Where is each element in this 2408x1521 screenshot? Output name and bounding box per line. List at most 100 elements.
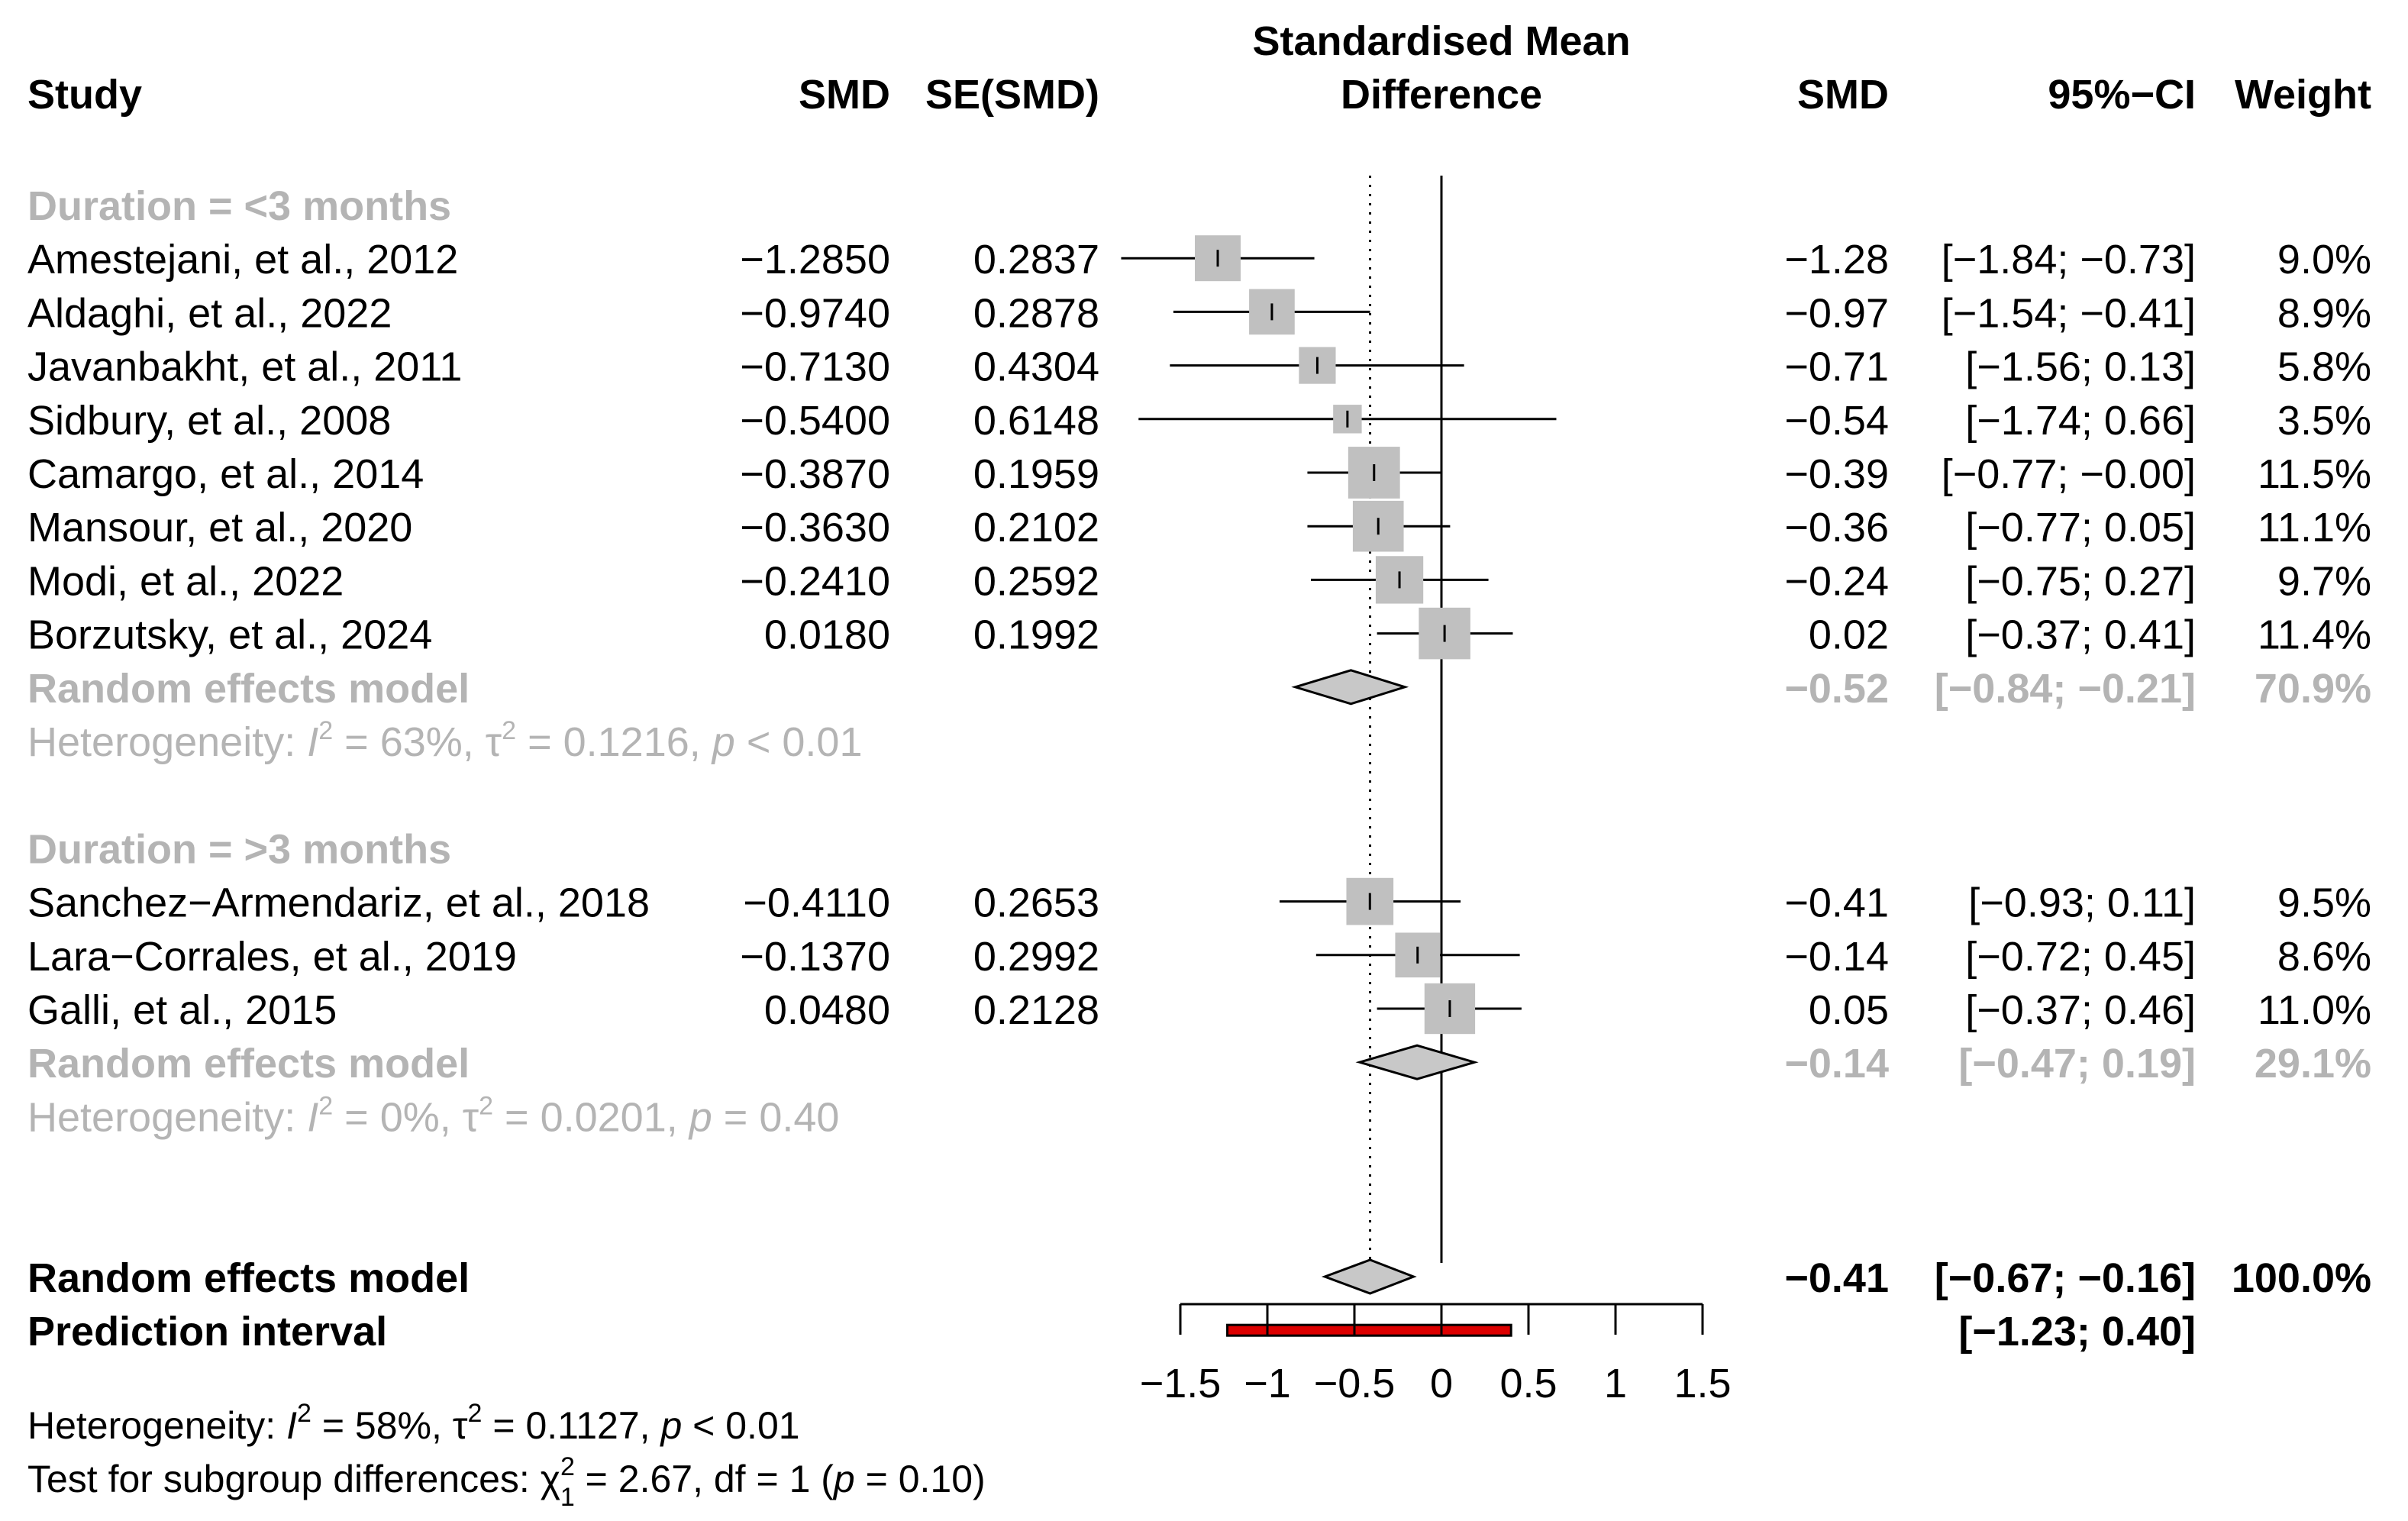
study-smd-right: −0.24: [1784, 558, 1889, 604]
table-rows: Duration = <3 months Amestejani, et al., …: [27, 183, 2371, 1355]
study-se: 0.2102: [973, 505, 1099, 551]
overall-pooled-label: Random effects model: [27, 1255, 470, 1301]
x-tick-label: 1: [1604, 1361, 1627, 1406]
plot-title-line1: Standardised Mean: [1252, 18, 1630, 64]
study-weight: 3.5%: [2277, 398, 2371, 444]
subgroup-pooled-diamond: [1355, 1044, 1479, 1080]
header-row: Study SMD SE(SMD) Standardised Mean Diff…: [27, 18, 2371, 118]
study-label: Sidbury, et al., 2008: [27, 398, 391, 444]
subgroup-test: Test for subgroup differences: χ2 1 = 2.6…: [27, 1452, 986, 1512]
study-smd: −1.2850: [740, 237, 890, 283]
study-se: 0.2837: [973, 237, 1099, 283]
study-se: 0.2878: [973, 290, 1099, 336]
study-label: Aldaghi, et al., 2022: [27, 290, 392, 336]
study-smd: −0.4110: [743, 880, 890, 926]
subgroup-heterogeneity: Heterogeneity: I2 = 63%, τ2 = 0.1216, p …: [27, 716, 862, 765]
study-smd: 0.0180: [764, 612, 890, 658]
subgroup-pooled-ci: [−0.84; −0.21]: [1935, 666, 2196, 712]
subgroup-pooled-label: Random effects model: [27, 666, 470, 712]
study-ci: [−0.77; 0.05]: [1965, 505, 2196, 551]
study-se: 0.2653: [973, 880, 1099, 926]
overall-heterogeneity: Heterogeneity: I2 = 58%, τ2 = 0.1127, p …: [27, 1399, 800, 1447]
header-ci: 95%−CI: [2048, 72, 2196, 118]
study-smd-right: −0.41: [1784, 880, 1889, 926]
study-smd-right: −0.97: [1784, 290, 1889, 336]
study-label: Lara−Corrales, et al., 2019: [27, 934, 517, 980]
study-smd: −0.5400: [740, 398, 890, 444]
study-smd-right: 0.02: [1809, 612, 1889, 658]
study-smd: −0.9740: [740, 290, 890, 336]
study-se: 0.1959: [973, 451, 1099, 497]
study-smd: −0.7130: [740, 344, 890, 390]
study-smd-right: 0.05: [1809, 987, 1889, 1033]
study-weight: 11.1%: [2258, 505, 2371, 551]
study-se: 0.4304: [973, 344, 1099, 390]
footer-notes: Heterogeneity: I2 = 58%, τ2 = 0.1127, p …: [27, 1399, 986, 1512]
study-ci: [−0.75; 0.27]: [1965, 558, 2196, 604]
subgroup-label: Duration = >3 months: [27, 826, 451, 872]
overall-pooled-weight: 100.0%: [2232, 1255, 2371, 1301]
overall-pooled-ci: [−0.67; −0.16]: [1935, 1255, 2196, 1301]
subgroup-pooled-smd: −0.52: [1784, 666, 1889, 712]
overall-pooled-diamond: [1321, 1258, 1417, 1295]
study-weight: 9.7%: [2277, 558, 2371, 604]
header-study: Study: [27, 72, 142, 118]
prediction-label: Prediction interval: [27, 1309, 387, 1355]
subgroup-pooled-weight: 70.9%: [2255, 666, 2371, 712]
study-smd-right: −0.39: [1784, 451, 1889, 497]
x-tick-label: −1: [1244, 1361, 1291, 1406]
study-label: Modi, et al., 2022: [27, 558, 344, 604]
study-ci: [−1.54; −0.41]: [1942, 290, 2196, 336]
study-weight: 11.4%: [2258, 612, 2371, 658]
study-ci: [−1.56; 0.13]: [1965, 344, 2196, 390]
study-ci: [−0.77; −0.00]: [1942, 451, 2196, 497]
study-se: 0.2992: [973, 934, 1099, 980]
study-label: Mansour, et al., 2020: [27, 505, 412, 551]
study-smd-right: −0.36: [1784, 505, 1889, 551]
study-smd-right: −0.71: [1784, 344, 1889, 390]
study-smd: 0.0480: [764, 987, 890, 1033]
study-ci: [−0.37; 0.46]: [1965, 987, 2196, 1033]
prediction-bar: [1226, 1323, 1512, 1337]
study-se: 0.6148: [973, 398, 1099, 444]
study-ci: [−1.74; 0.66]: [1965, 398, 2196, 444]
study-ci: [−1.84; −0.73]: [1942, 237, 2196, 283]
study-weight: 9.5%: [2277, 880, 2371, 926]
study-weight: 8.6%: [2277, 934, 2371, 980]
study-label: Camargo, et al., 2014: [27, 451, 424, 497]
x-tick-label: −0.5: [1314, 1361, 1396, 1406]
study-se: 0.1992: [973, 612, 1099, 658]
study-se: 0.2128: [973, 987, 1099, 1033]
header-weight: Weight: [2235, 72, 2371, 118]
header-se: SE(SMD): [925, 72, 1099, 118]
subgroup-pooled-diamond: [1291, 669, 1409, 706]
study-weight: 8.9%: [2277, 290, 2371, 336]
x-tick-label: −1.5: [1140, 1361, 1222, 1406]
study-label: Javanbakht, et al., 2011: [27, 344, 462, 390]
subgroup-pooled-ci: [−0.47; 0.19]: [1958, 1041, 2196, 1087]
study-label: Sanchez−Armendariz, et al., 2018: [27, 880, 650, 926]
subgroup-heterogeneity: Heterogeneity: I2 = 0%, τ2 = 0.0201, p =…: [27, 1091, 839, 1140]
plot-marks: [1121, 176, 1557, 1337]
study-weight: 11.5%: [2258, 451, 2371, 497]
header-smd-right: SMD: [1797, 72, 1889, 118]
study-label: Galli, et al., 2015: [27, 987, 337, 1033]
study-smd-right: −1.28: [1784, 237, 1889, 283]
study-smd: −0.1370: [740, 934, 890, 980]
subgroup-pooled-label: Random effects model: [27, 1041, 470, 1087]
study-smd: −0.2410: [740, 558, 890, 604]
x-tick-label: 0.5: [1499, 1361, 1557, 1406]
study-weight: 5.8%: [2277, 344, 2371, 390]
prediction-ci: [−1.23; 0.40]: [1958, 1309, 2196, 1355]
subgroup-pooled-weight: 29.1%: [2255, 1041, 2371, 1087]
study-smd-right: −0.54: [1784, 398, 1889, 444]
overall-pooled-smd: −0.41: [1784, 1255, 1889, 1301]
subgroup-pooled-smd: −0.14: [1784, 1041, 1889, 1087]
x-axis: −1.5 −1 −0.5 0 0.5 1 1.5: [1140, 1303, 1732, 1406]
study-ci: [−0.37; 0.41]: [1965, 612, 2196, 658]
study-smd: −0.3870: [740, 451, 890, 497]
x-tick-label: 1.5: [1674, 1361, 1731, 1406]
plot-title-line2: Difference: [1341, 72, 1542, 118]
study-label: Amestejani, et al., 2012: [27, 237, 458, 283]
